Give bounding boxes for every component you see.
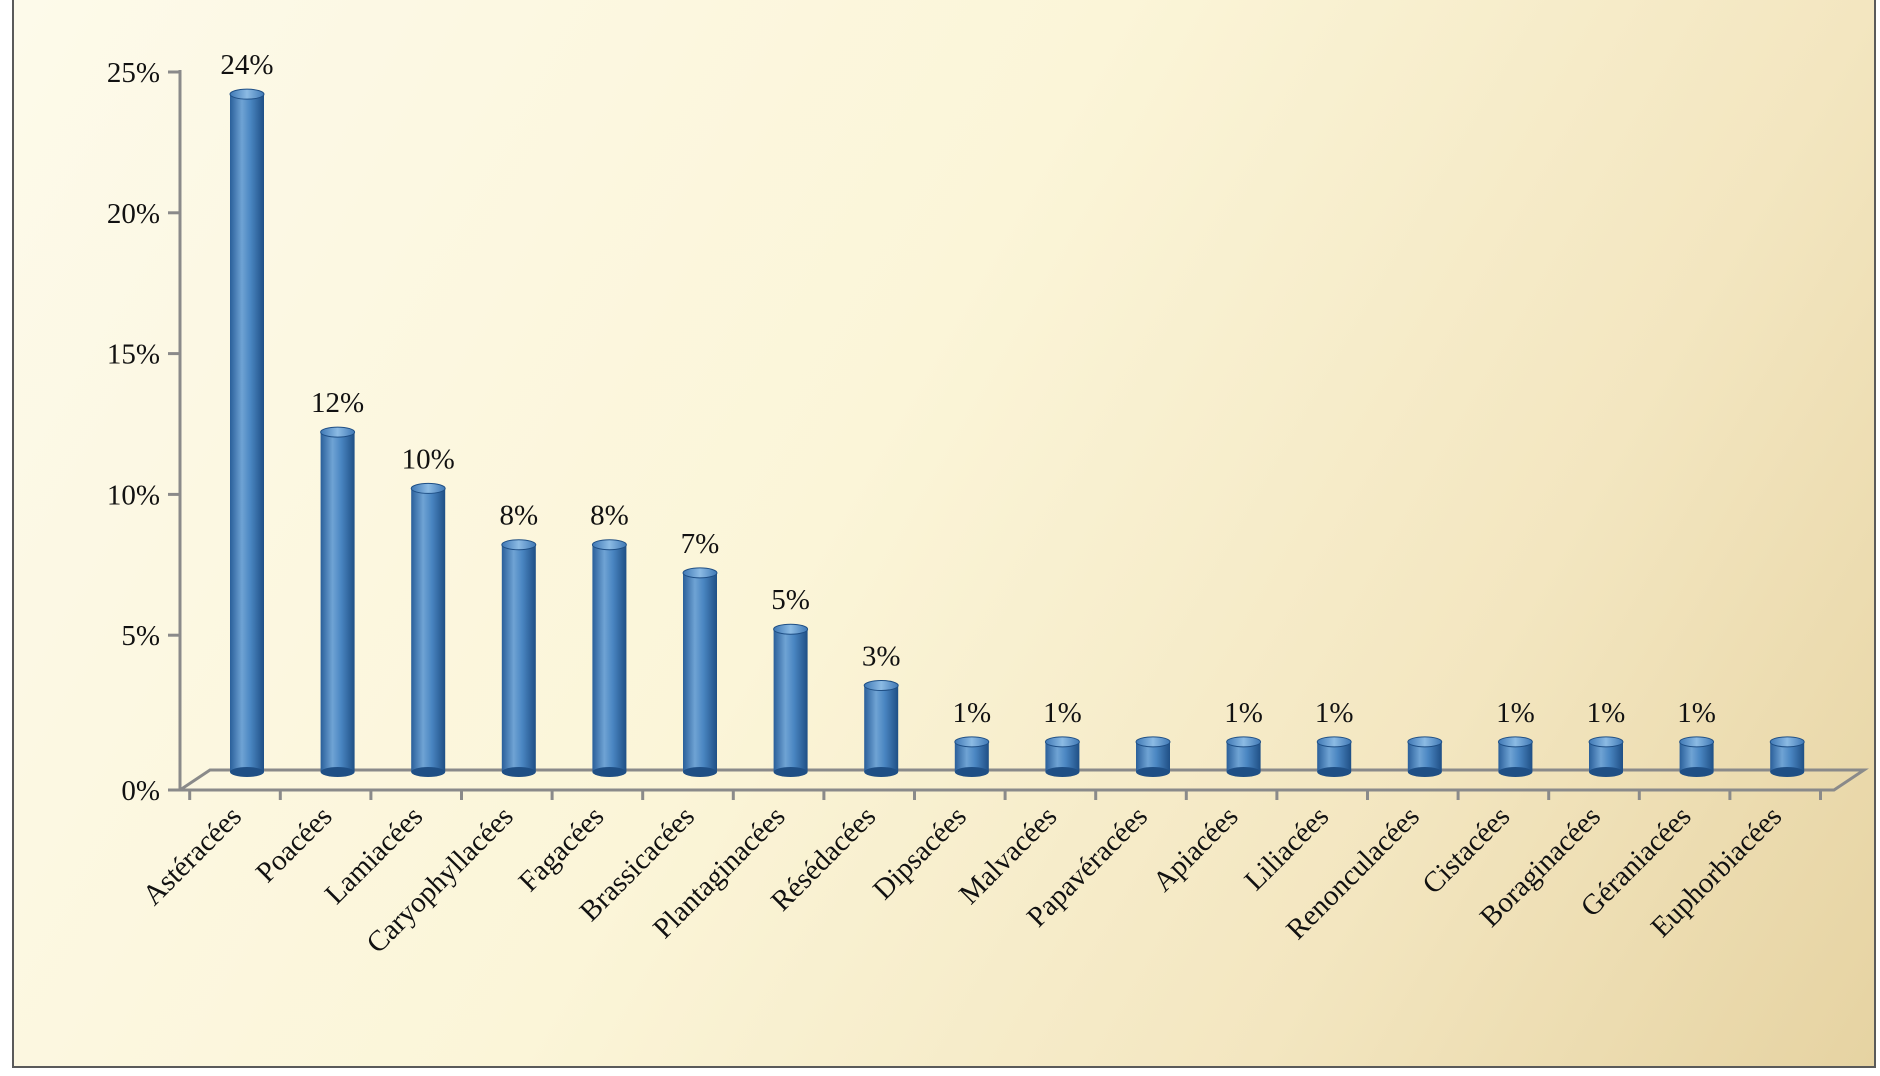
bar-cap [773, 623, 809, 635]
bar-base [1226, 767, 1261, 777]
y-tick-label: 20% [107, 198, 160, 230]
bar-cap [1044, 736, 1080, 748]
bar-base [954, 767, 989, 777]
bar-base [501, 767, 536, 777]
bar-cap [863, 680, 899, 692]
bar-body [411, 488, 446, 772]
bar-base [1317, 767, 1352, 777]
y-tick-label: 15% [107, 339, 160, 371]
y-tick-label: 0% [121, 775, 160, 807]
bar-base [773, 767, 808, 777]
data-label: 7% [681, 528, 720, 560]
y-tick-label: 10% [107, 479, 160, 511]
bar-cap [954, 736, 990, 748]
chart-frame: 0% 5% 10% 15% 20% 25% 24% Astéracées 12% Poacées 1… [12, 0, 1876, 1068]
bar-12 [1226, 736, 1262, 777]
bar-cap [1769, 736, 1805, 748]
data-label: 1% [1043, 697, 1082, 729]
bar-14 [1407, 736, 1443, 777]
bar-17 [1679, 736, 1715, 777]
bar-2 [320, 426, 356, 777]
bar-base [411, 767, 446, 777]
x-category-label: Apiacées [1147, 800, 1245, 898]
bar-cap [1497, 736, 1533, 748]
bar-chart: 0% 5% 10% 15% 20% 25% 24% Astéracées 12% Poacées 1… [107, 49, 1869, 960]
bar-base [1770, 767, 1805, 777]
bar-cap [229, 88, 265, 100]
bar-base [230, 767, 264, 777]
data-label: 8% [499, 500, 538, 532]
data-label: 3% [862, 641, 901, 673]
bar-18 [1769, 736, 1805, 777]
bar-cap [501, 539, 537, 551]
data-label: 1% [1224, 697, 1263, 729]
bar-base [1498, 767, 1533, 777]
y-tick-label: 5% [121, 620, 160, 652]
bar-9 [954, 736, 990, 777]
data-label: 1% [1587, 697, 1626, 729]
bar-cap [682, 567, 718, 579]
x-category-label: Poacées [250, 800, 339, 889]
bar-base [592, 767, 627, 777]
bar-body [864, 685, 899, 772]
bar-10 [1044, 736, 1080, 777]
bar-cap [1135, 736, 1171, 748]
bar-cap [320, 426, 356, 438]
y-tick-label: 25% [107, 57, 160, 89]
data-label: 1% [1677, 697, 1716, 729]
data-label: 1% [1315, 697, 1354, 729]
bar-body [320, 432, 355, 772]
bar-cap [1316, 736, 1352, 748]
bar-16 [1588, 736, 1624, 777]
data-label: 1% [1496, 697, 1535, 729]
bar-3 [410, 482, 446, 777]
bar-base [1589, 767, 1623, 777]
bar-8 [863, 680, 899, 777]
axes [168, 70, 1869, 800]
data-label: 1% [952, 697, 991, 729]
bar-1 [229, 88, 265, 777]
bar-base [683, 767, 717, 777]
bar-cap [1588, 736, 1624, 748]
bar-5 [591, 539, 627, 777]
bar-base [1679, 767, 1714, 777]
bar-cap [1226, 736, 1262, 748]
bar-base [1136, 767, 1170, 777]
data-label: 5% [771, 584, 810, 616]
data-label: 10% [402, 443, 455, 475]
bar-7 [773, 623, 809, 777]
bar-6 [682, 567, 718, 777]
bar-body [230, 94, 264, 772]
bar-base [1045, 767, 1080, 777]
bar-cap [1679, 736, 1715, 748]
labels: 0% 5% 10% 15% 20% 25% 24% Astéracées 12% Poacées 1… [107, 49, 1788, 959]
bar-body [683, 572, 717, 772]
x-category-label: Astéracées [137, 800, 248, 911]
bar-base [1407, 767, 1442, 777]
bar-body [501, 544, 536, 772]
bar-15 [1497, 736, 1533, 777]
bar-4 [501, 539, 537, 777]
bar-base [864, 767, 899, 777]
bar-base [320, 767, 355, 777]
bar-13 [1316, 736, 1352, 777]
data-label: 24% [220, 49, 273, 81]
bar-cap [591, 539, 627, 551]
bar-body [592, 544, 627, 772]
bar-cap [1407, 736, 1443, 748]
bar-body [773, 629, 808, 772]
bar-11 [1135, 736, 1171, 777]
bar-cap [410, 482, 446, 494]
bars [229, 88, 1805, 777]
data-label: 12% [311, 387, 364, 419]
data-label: 8% [590, 500, 629, 532]
